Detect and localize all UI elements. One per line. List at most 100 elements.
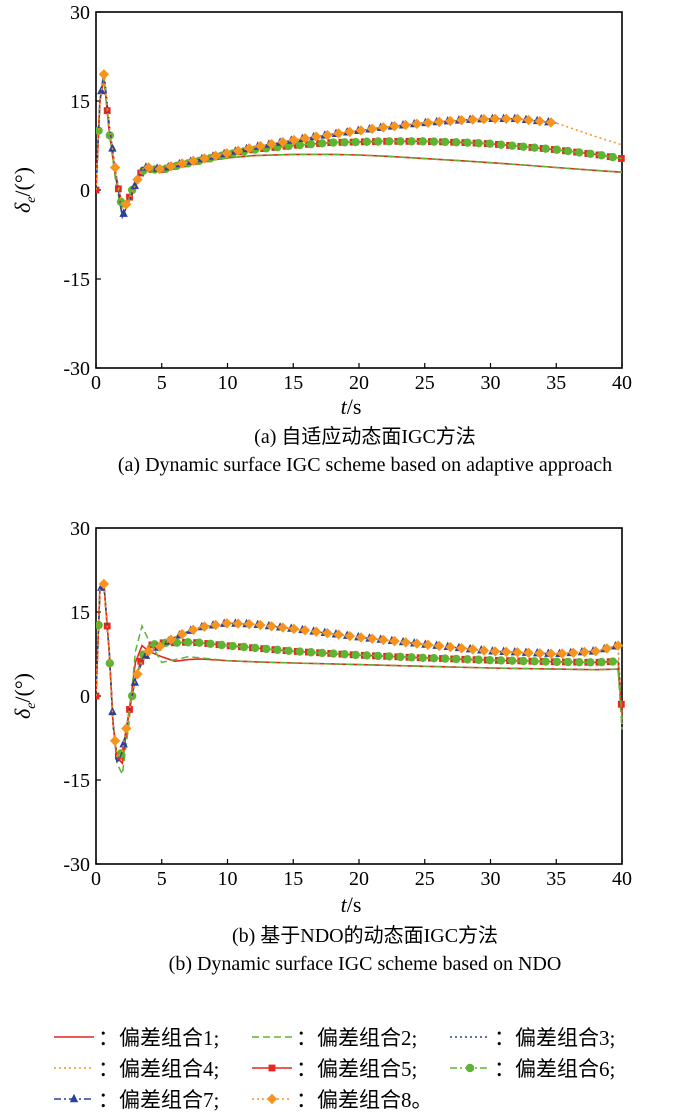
series-marker-6 xyxy=(429,654,439,663)
series-marker-6 xyxy=(541,144,550,153)
series-marker-6 xyxy=(396,137,405,146)
legend-item-2: ：偏差组合2; xyxy=(252,1026,417,1050)
series-marker-8 xyxy=(612,640,624,651)
series-marker-8 xyxy=(545,117,557,128)
legend-item-4: ：偏差组合4; xyxy=(54,1057,219,1081)
y-label-symbol: δ xyxy=(10,202,35,213)
series-line-7 xyxy=(96,581,619,766)
series-marker-8 xyxy=(489,113,501,124)
series-marker-6 xyxy=(340,650,349,659)
y-tick-label: 0 xyxy=(80,180,90,202)
series-marker-6 xyxy=(96,620,103,630)
series-marker-6 xyxy=(541,657,550,666)
legend-label: ：偏差组合7; xyxy=(98,1088,219,1112)
legend-item-3: ：偏差组合3; xyxy=(450,1026,615,1050)
series-line-3 xyxy=(96,71,557,210)
series-marker-8 xyxy=(422,639,434,651)
series-marker-8 xyxy=(299,133,311,144)
series-marker-7 xyxy=(108,143,117,152)
series-marker-8 xyxy=(277,136,288,148)
y-tick-label: -15 xyxy=(63,269,90,291)
series-marker-6 xyxy=(385,652,394,661)
plot-frame xyxy=(95,527,623,865)
series-marker-6 xyxy=(440,654,450,663)
series-marker-6 xyxy=(597,657,606,667)
series-marker-6 xyxy=(608,152,617,162)
x-label-var: t xyxy=(341,394,348,419)
series-marker-6 xyxy=(586,658,595,667)
series-marker-8 xyxy=(311,626,322,637)
x-tick-label: 15 xyxy=(283,868,303,890)
x-axis-label: t/s xyxy=(341,394,362,419)
series-marker-6 xyxy=(452,654,461,664)
series-marker-8 xyxy=(467,644,478,655)
series-marker-8 xyxy=(467,114,478,125)
series-marker-8 xyxy=(188,624,199,636)
y-tick-label: 15 xyxy=(70,602,90,624)
series-marker-6 xyxy=(575,657,584,667)
series-marker-6 xyxy=(418,653,427,663)
x-tick-label: 35 xyxy=(546,372,566,394)
series-marker-6 xyxy=(485,139,495,148)
series-marker-6 xyxy=(597,151,606,160)
series-marker-8 xyxy=(311,131,322,142)
series-marker-6 xyxy=(429,137,439,146)
series-marker-6 xyxy=(295,647,305,656)
series-marker-6 xyxy=(586,149,595,158)
series-marker-6 xyxy=(530,143,539,152)
series-marker-8 xyxy=(355,632,367,643)
series-marker-7 xyxy=(119,208,128,217)
x-tick-label: 30 xyxy=(481,372,501,394)
series-marker-8 xyxy=(132,668,143,680)
series-marker-8 xyxy=(333,629,344,640)
series-marker-8 xyxy=(344,630,355,642)
series-marker-8 xyxy=(109,162,121,173)
series-marker-8 xyxy=(456,114,467,126)
series-marker-6 xyxy=(362,137,372,146)
legend-item-7: ：偏差组合7; xyxy=(54,1088,219,1112)
x-tick-label: 25 xyxy=(415,372,435,394)
series-marker-6 xyxy=(317,648,327,658)
series-marker-8 xyxy=(210,150,221,162)
series-marker-8 xyxy=(378,634,389,646)
series-marker-6 xyxy=(407,653,416,662)
series-marker-8 xyxy=(266,621,277,632)
series-marker-8 xyxy=(512,113,523,125)
series-marker-6 xyxy=(262,644,271,654)
legend-label: ：偏差组合3; xyxy=(494,1026,615,1050)
series-marker-6 xyxy=(295,140,305,150)
series-line-1 xyxy=(96,581,623,765)
y-label-subscript: e xyxy=(24,703,39,709)
y-tick-label: 30 xyxy=(70,518,90,540)
series-marker-8 xyxy=(489,646,501,657)
series-marker-6 xyxy=(563,657,573,667)
series-marker-8 xyxy=(422,117,434,128)
series-marker-6 xyxy=(239,642,249,652)
series-marker-6 xyxy=(228,641,237,651)
legend-swatch-marker xyxy=(465,1063,475,1073)
series-marker-8 xyxy=(456,643,467,654)
caption-cn-a: (a) 自适应动态面IGC方法 xyxy=(254,425,476,448)
series-marker-8 xyxy=(400,637,411,648)
x-tick-label: 40 xyxy=(612,372,632,394)
x-axis-label: t/s xyxy=(341,892,362,917)
series-marker-6 xyxy=(306,648,316,657)
legend-label: ：偏差组合6; xyxy=(494,1057,615,1081)
series-marker-8 xyxy=(299,625,311,636)
series-marker-5 xyxy=(96,186,100,194)
series-marker-6 xyxy=(519,656,528,666)
series-marker-8 xyxy=(389,635,400,647)
series-marker-8 xyxy=(556,648,568,659)
series-marker-8 xyxy=(545,648,557,659)
series-marker-8 xyxy=(143,646,154,657)
series-marker-8 xyxy=(232,618,244,629)
series-marker-8 xyxy=(445,641,456,653)
legend-item-5: ：偏差组合5; xyxy=(252,1057,417,1081)
series-marker-5 xyxy=(137,657,145,665)
series-marker-8 xyxy=(98,578,110,590)
series-group xyxy=(96,69,625,220)
series-marker-8 xyxy=(165,634,177,645)
series-marker-6 xyxy=(317,139,327,148)
series-marker-6 xyxy=(340,138,349,147)
